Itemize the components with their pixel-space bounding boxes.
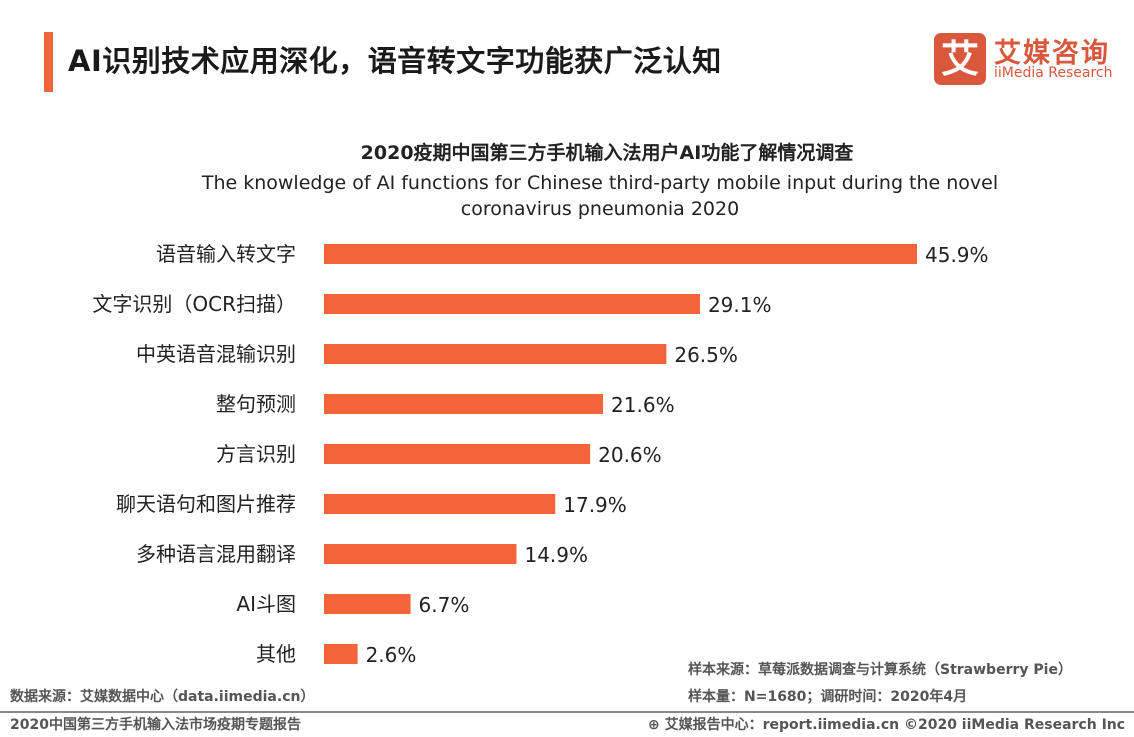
bar bbox=[324, 644, 358, 664]
value-label: 26.5% bbox=[674, 343, 738, 367]
bar bbox=[324, 394, 604, 414]
value-label: 2.6% bbox=[366, 643, 417, 667]
value-label: 21.6% bbox=[611, 393, 675, 417]
sample-size: 样本量：N=1680；调研时间：2020年4月 bbox=[688, 689, 968, 705]
logo-en: iiMedia Research bbox=[994, 65, 1113, 81]
title-accent-bar bbox=[44, 32, 53, 92]
data-source: 数据来源：艾媒数据中心（data.iimedia.cn） bbox=[10, 689, 315, 705]
category-label: 多种语言混用翻译 bbox=[136, 542, 296, 566]
bar bbox=[324, 444, 591, 464]
page-title: AI识别技术应用深化，语音转文字功能获广泛认知 bbox=[68, 44, 722, 78]
iimedia-logo: 艾 艾媒咨询 iiMedia Research bbox=[934, 33, 1124, 85]
report-center: ⊕ 艾媒报告中心：report.iimedia.cn ©2020 iiMedia… bbox=[648, 714, 1125, 734]
category-label: 其他 bbox=[256, 642, 296, 666]
report-name: 2020中国第三方手机输入法市场疫期专题报告 bbox=[10, 717, 301, 733]
logo-cn: 艾媒咨询 bbox=[994, 38, 1110, 69]
bar bbox=[324, 494, 556, 514]
footer-divider bbox=[0, 711, 1134, 713]
value-label: 17.9% bbox=[563, 493, 627, 517]
bar bbox=[324, 544, 517, 564]
value-label: 45.9% bbox=[925, 243, 989, 267]
value-label: 14.9% bbox=[524, 543, 588, 567]
category-label: 整句预测 bbox=[216, 392, 296, 416]
category-label: 方言识别 bbox=[216, 442, 296, 466]
bar bbox=[324, 244, 917, 264]
chart-title: 2020疫期中国第三方手机输入法用户AI功能了解情况调查 bbox=[360, 142, 854, 164]
logo-mark-icon: 艾 bbox=[934, 33, 986, 85]
category-label: 语音输入转文字 bbox=[156, 242, 296, 266]
value-label: 6.7% bbox=[419, 593, 470, 617]
category-label: AI斗图 bbox=[236, 592, 296, 616]
sample-source: 样本来源：草莓派数据调查与计算系统（Strawberry Pie） bbox=[688, 662, 1072, 678]
category-label: 文字识别（OCR扫描） bbox=[92, 292, 296, 316]
bar bbox=[324, 344, 667, 364]
value-label: 29.1% bbox=[708, 293, 772, 317]
value-label: 20.6% bbox=[598, 443, 662, 467]
globe-icon: ⊕ bbox=[648, 717, 660, 733]
category-label: 中英语音混输识别 bbox=[136, 342, 296, 366]
bar bbox=[324, 294, 700, 314]
category-label: 聊天语句和图片推荐 bbox=[116, 492, 296, 516]
report-center-text: 艾媒报告中心：report.iimedia.cn ©2020 iiMedia R… bbox=[664, 717, 1126, 733]
chart-subtitle: The knowledge of AI functions for Chines… bbox=[201, 172, 999, 220]
bar bbox=[324, 594, 411, 614]
